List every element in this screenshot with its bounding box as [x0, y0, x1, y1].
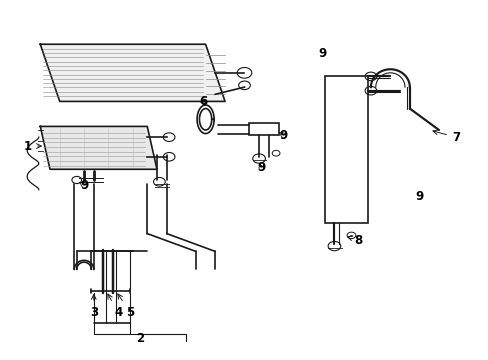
- Text: 6: 6: [199, 95, 207, 108]
- Text: 7: 7: [432, 130, 459, 144]
- Text: 5: 5: [118, 294, 134, 319]
- Text: 1: 1: [24, 140, 41, 153]
- Text: 3: 3: [89, 294, 98, 319]
- Text: 9: 9: [279, 129, 287, 142]
- Polygon shape: [40, 44, 224, 102]
- Text: 9: 9: [257, 161, 265, 174]
- Polygon shape: [40, 126, 157, 169]
- Text: 2: 2: [136, 333, 144, 346]
- Text: 4: 4: [108, 294, 122, 319]
- Text: 9: 9: [318, 47, 326, 60]
- Bar: [324, 76, 368, 223]
- Text: 9: 9: [415, 190, 423, 203]
- Text: 9: 9: [80, 179, 88, 192]
- Text: 8: 8: [347, 234, 362, 247]
- Bar: [249, 123, 278, 135]
